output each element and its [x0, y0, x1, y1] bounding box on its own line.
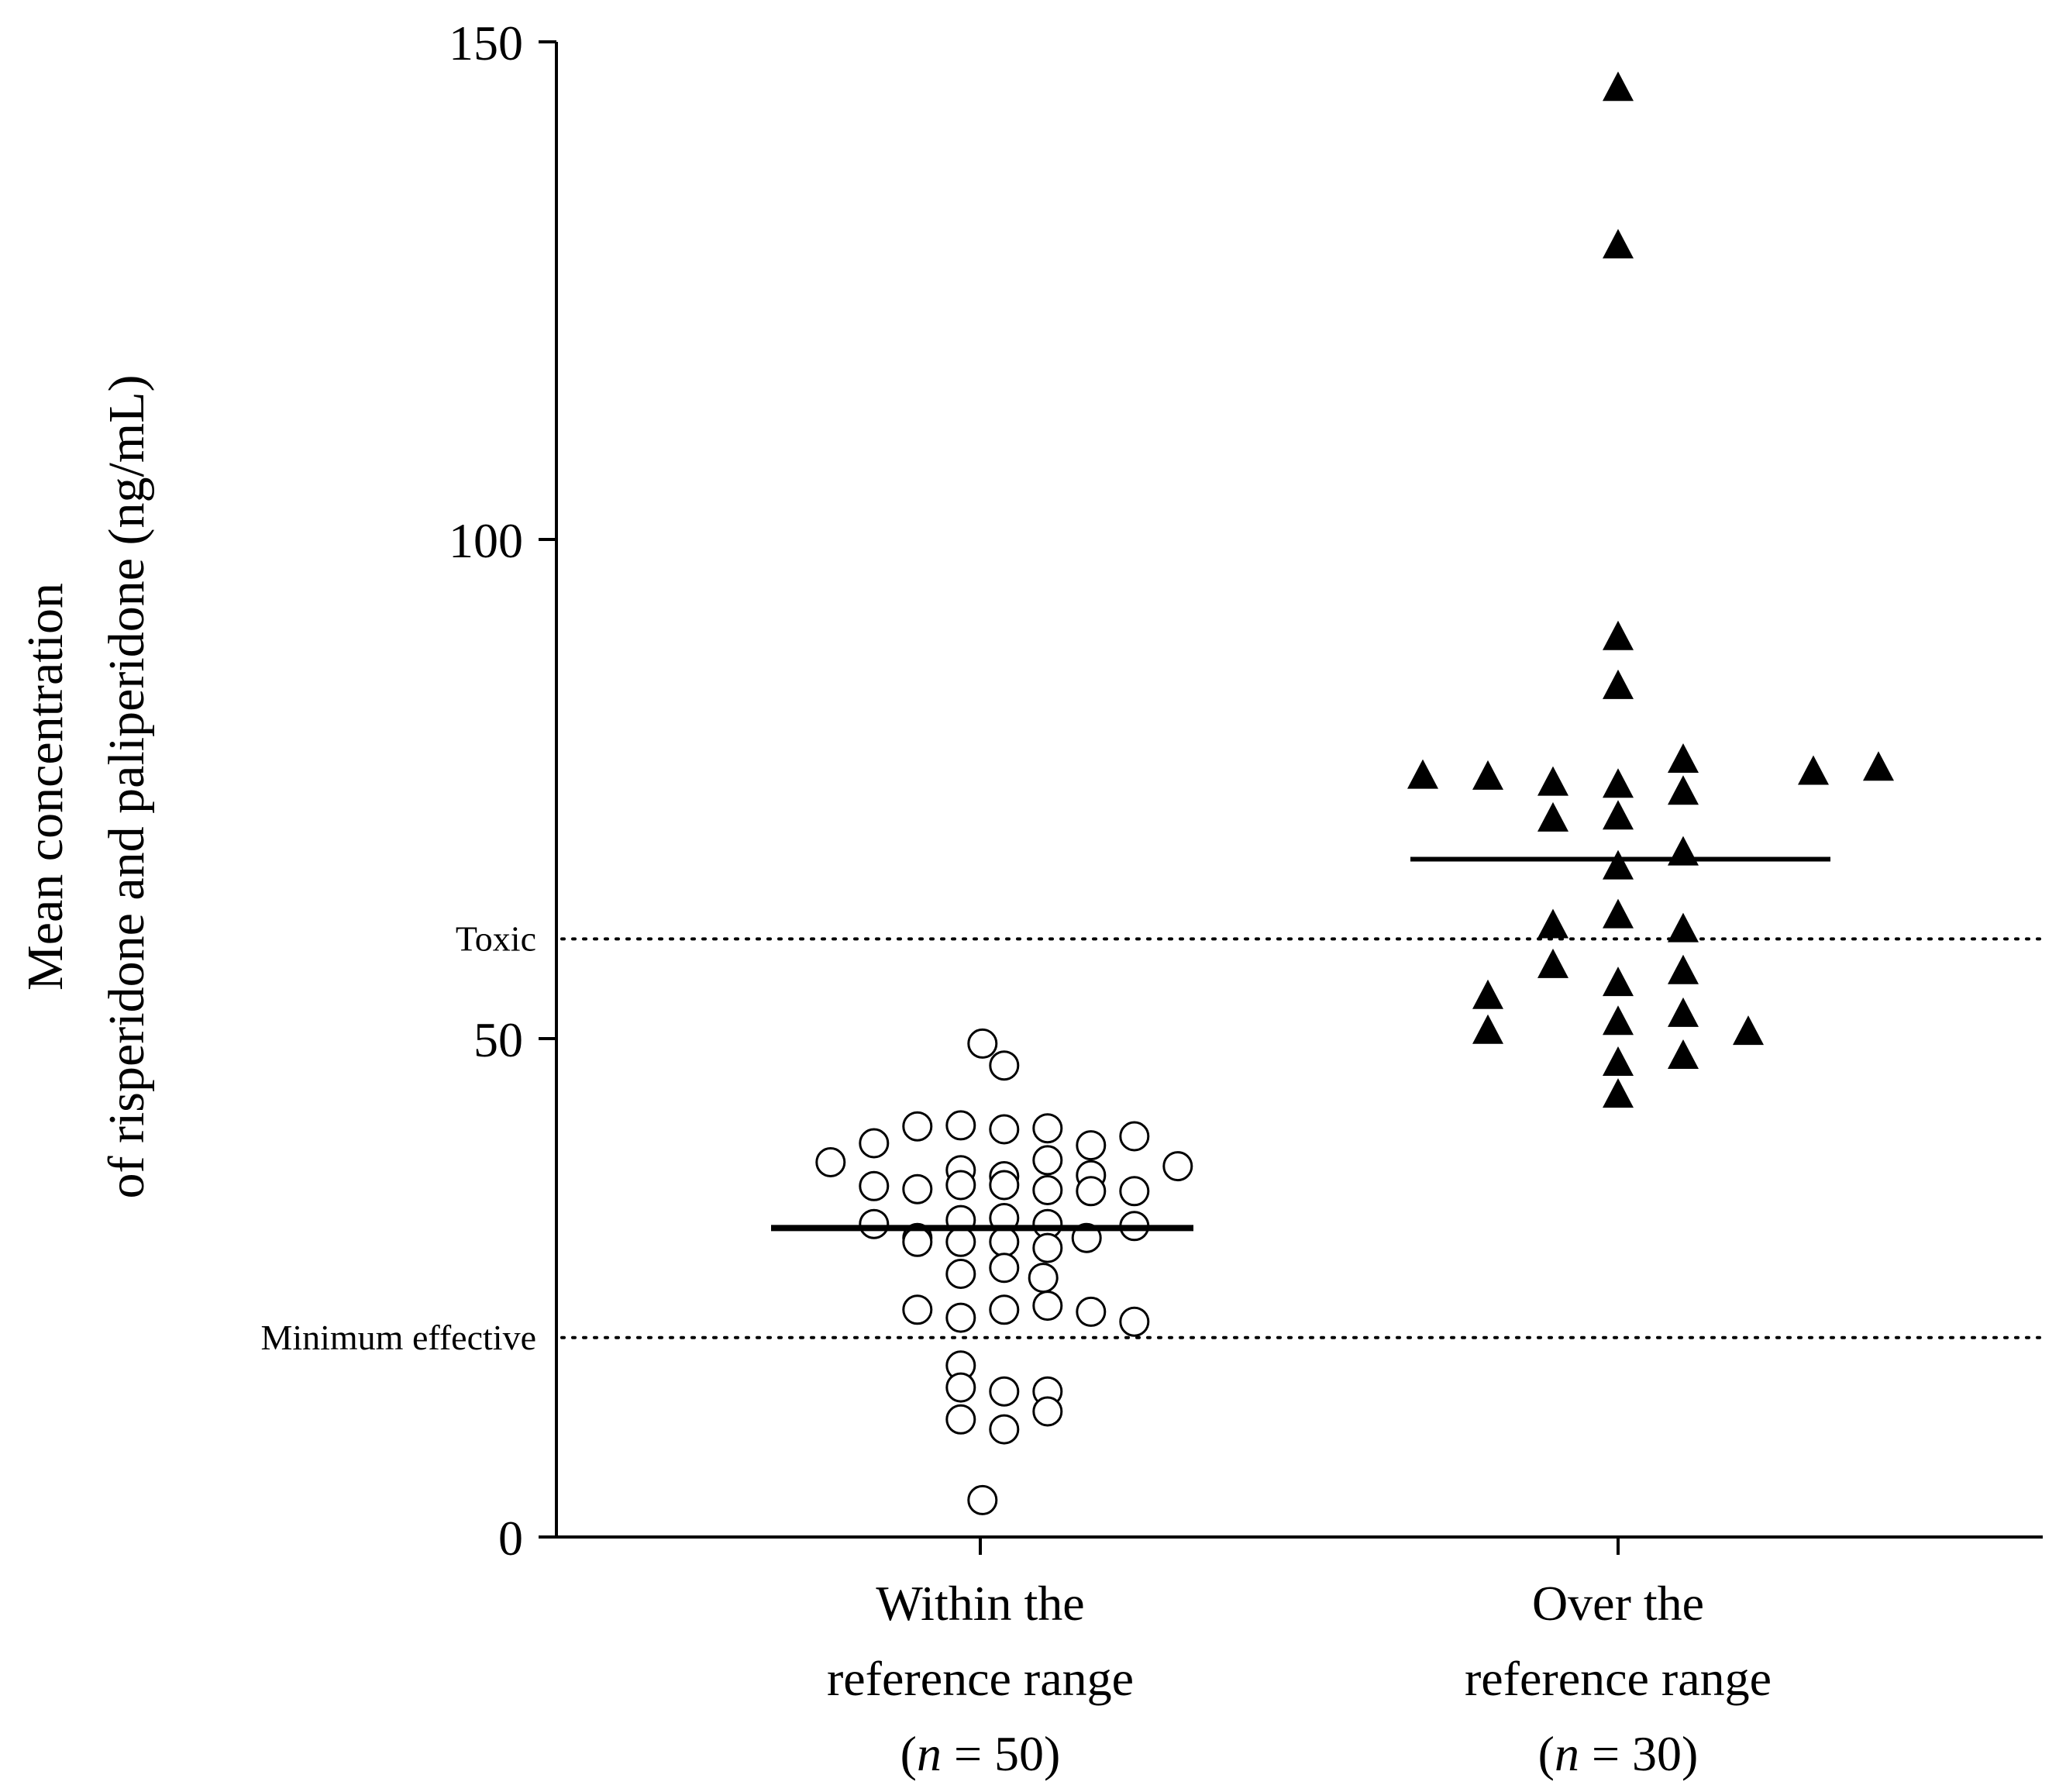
- x-category-label-within: Within the reference range (n = 50): [827, 1576, 1134, 1781]
- data-point-circle: [1076, 1130, 1107, 1161]
- data-point-triangle: [1668, 1039, 1699, 1069]
- data-point-circle: [989, 1376, 1020, 1407]
- data-point-circle: [945, 1170, 976, 1201]
- y-tick-label: 100: [449, 513, 523, 568]
- data-point-circle: [945, 1372, 976, 1403]
- data-point-circle: [945, 1302, 976, 1333]
- category-label-line-1: Over the: [1532, 1576, 1704, 1631]
- data-point-triangle: [1603, 1078, 1634, 1108]
- x-category-label-over: Over the reference range (n = 30): [1465, 1576, 1772, 1781]
- data-point-circle: [902, 1111, 933, 1142]
- data-point-circle: [1119, 1176, 1150, 1207]
- data-point-triangle: [1798, 755, 1829, 785]
- data-point-circle: [815, 1147, 846, 1177]
- y-axis-title-line-2: of risperidone and paliperidone (ng/mL): [98, 375, 155, 1199]
- data-point-triangle: [1668, 954, 1699, 984]
- data-point-triangle: [1407, 759, 1438, 789]
- data-point-triangle: [1537, 948, 1568, 978]
- y-axis-ticks: 150 100 50 0: [449, 16, 556, 1566]
- data-point-circle: [945, 1226, 976, 1257]
- data-point-circle: [1032, 1396, 1063, 1427]
- data-point-triangle: [1603, 1046, 1634, 1076]
- data-point-circle: [945, 1110, 976, 1141]
- data-point-triangle: [1603, 1005, 1634, 1036]
- category-label-line-2: reference range: [827, 1651, 1134, 1706]
- category-sample-size: (n = 50): [900, 1726, 1061, 1781]
- data-point-circle: [1076, 1296, 1107, 1327]
- data-point-circle: [989, 1114, 1020, 1145]
- data-point-triangle: [1603, 800, 1634, 830]
- category-sample-size: (n = 30): [1538, 1726, 1699, 1781]
- data-point-circle: [989, 1226, 1020, 1257]
- data-point-triangle: [1603, 71, 1634, 102]
- data-point-circle: [1032, 1145, 1063, 1176]
- data-point-circle: [989, 1253, 1020, 1284]
- data-point-triangle: [1537, 766, 1568, 796]
- data-point-circle: [967, 1484, 998, 1515]
- data-point-triangle: [1472, 1014, 1503, 1044]
- data-point-circle: [1032, 1175, 1063, 1205]
- y-tick-label: 0: [498, 1511, 523, 1566]
- data-point-triangle: [1668, 912, 1699, 943]
- data-point-circle: [902, 1294, 933, 1325]
- data-point-triangle: [1603, 620, 1634, 650]
- y-axis-title: Mean concentration of risperidone and pa…: [17, 375, 155, 1199]
- y-axis-title-line-1: Mean concentration: [17, 583, 74, 991]
- data-point-circle: [1119, 1306, 1150, 1337]
- data-point-triangle: [1733, 1015, 1764, 1046]
- data-point-circle: [902, 1226, 933, 1257]
- data-point-circle: [945, 1404, 976, 1435]
- data-point-circle: [1162, 1151, 1193, 1182]
- data-point-circle: [1032, 1291, 1063, 1322]
- data-point-triangle: [1668, 775, 1699, 805]
- data-point-circle: [1032, 1232, 1063, 1263]
- data-point-triangle: [1603, 849, 1634, 880]
- y-tick-label: 150: [449, 16, 523, 71]
- within-range-points: [815, 1028, 1193, 1515]
- data-point-circle: [989, 1414, 1020, 1445]
- data-point-triangle: [1472, 760, 1503, 790]
- data-point-circle: [859, 1128, 890, 1159]
- data-point-triangle: [1603, 898, 1634, 929]
- data-point-circle: [967, 1028, 998, 1059]
- data-point-triangle: [1537, 908, 1568, 939]
- toxic-reference-label: Toxic: [456, 918, 536, 958]
- reference-lines: Toxic Minimum effective: [260, 918, 2044, 1357]
- category-label-line-1: Within the: [876, 1576, 1084, 1631]
- y-tick-label: 50: [473, 1012, 523, 1067]
- data-point-triangle: [1603, 229, 1634, 259]
- data-point-circle: [945, 1259, 976, 1289]
- data-point-circle: [1032, 1113, 1063, 1144]
- minimum-effective-reference-label: Minimum effective: [260, 1318, 536, 1357]
- data-point-triangle: [1603, 768, 1634, 798]
- data-point-triangle: [1863, 751, 1894, 781]
- data-point-circle: [1028, 1263, 1059, 1294]
- data-point-circle: [989, 1294, 1020, 1325]
- data-point-triangle: [1668, 997, 1699, 1027]
- over-range-points: [1407, 71, 1894, 1108]
- data-point-circle: [859, 1208, 890, 1239]
- data-point-circle: [902, 1173, 933, 1204]
- data-point-circle: [989, 1050, 1020, 1081]
- data-point-circle: [859, 1170, 890, 1201]
- data-point-triangle: [1537, 801, 1568, 832]
- category-label-line-2: reference range: [1465, 1651, 1772, 1706]
- data-point-circle: [989, 1170, 1020, 1201]
- data-point-triangle: [1472, 979, 1503, 1009]
- data-point-circle: [1076, 1176, 1107, 1207]
- data-point-triangle: [1603, 669, 1634, 699]
- data-point-circle: [1119, 1121, 1150, 1152]
- data-point-triangle: [1668, 743, 1699, 773]
- data-point-triangle: [1603, 967, 1634, 997]
